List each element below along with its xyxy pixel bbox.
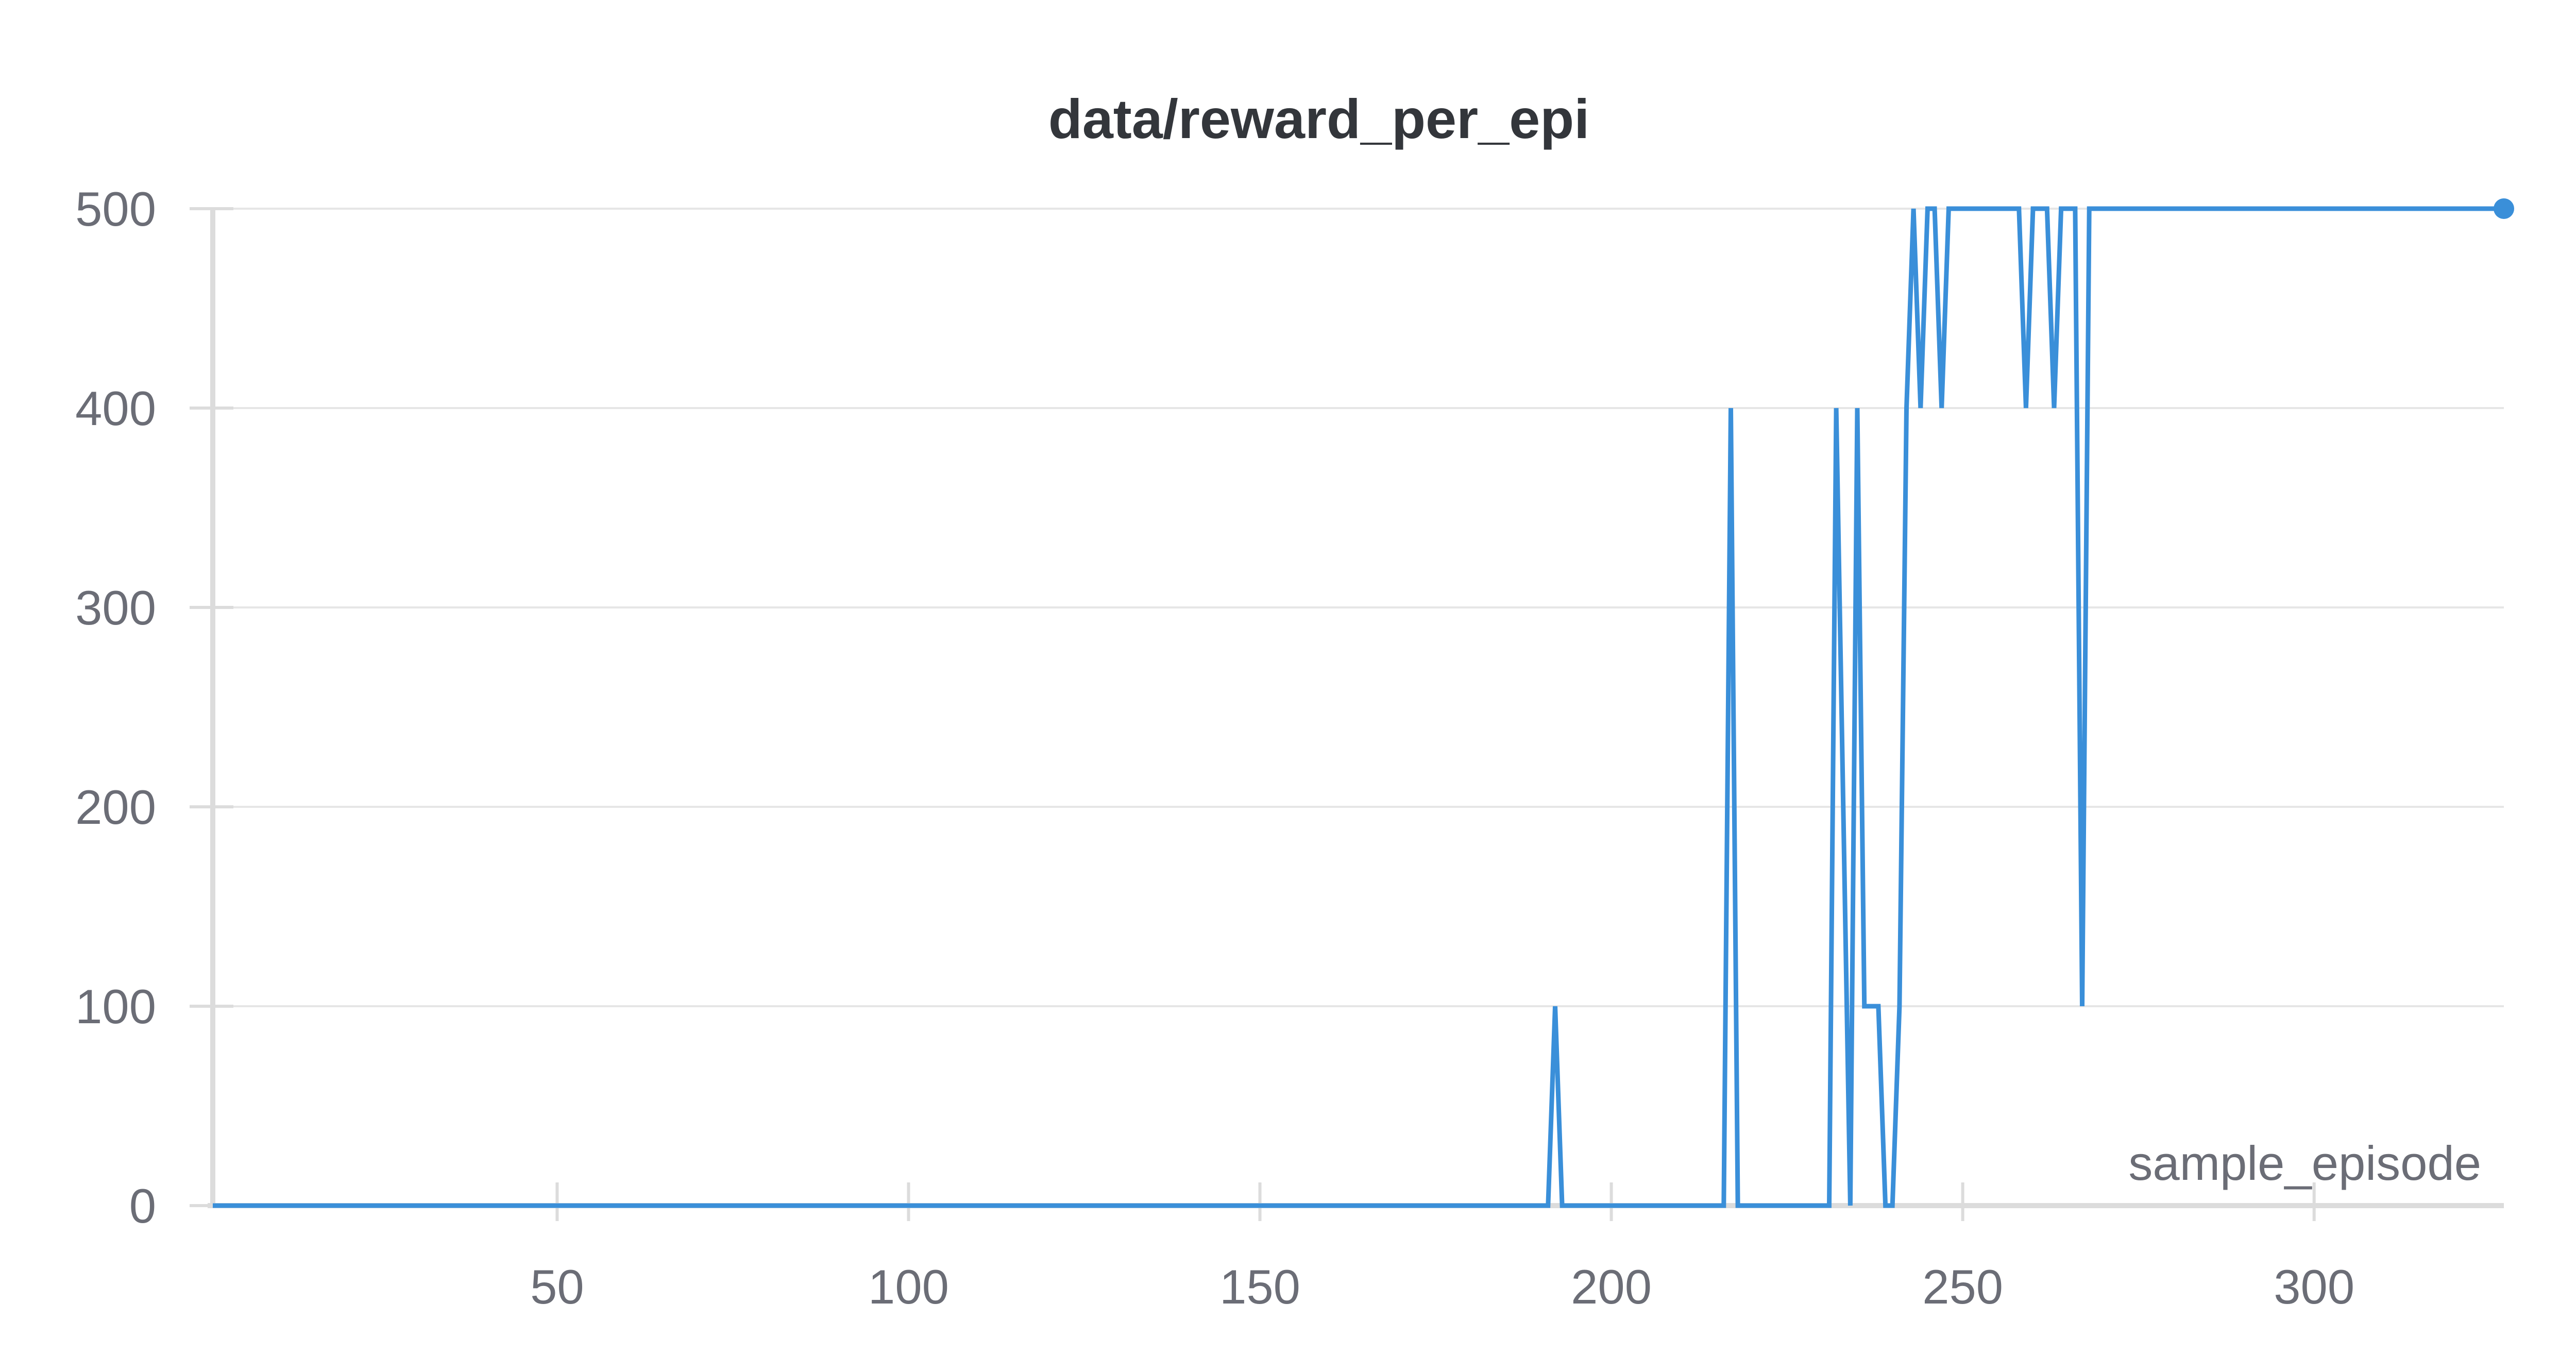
axes-layer [208, 209, 2504, 1208]
x-tick-label: 150 [1219, 1260, 1300, 1314]
x-axis-label: sample_episode [2128, 1136, 2481, 1190]
x-tick-label: 300 [2274, 1260, 2354, 1314]
x-tick-label: 250 [1922, 1260, 2003, 1314]
y-tick-label: 300 [75, 581, 156, 635]
y-tick-label: 500 [75, 182, 156, 236]
chart-title: data/reward_per_epi [1048, 88, 1589, 150]
grid-layer [213, 208, 2504, 1007]
y-tick-label: 0 [129, 1179, 156, 1233]
y-tick-label: 200 [75, 780, 156, 834]
x-tick-label: 50 [530, 1260, 584, 1314]
y-tick-label: 400 [75, 381, 156, 435]
series-line [213, 206, 2504, 1208]
series-layer [213, 198, 2514, 1208]
x-tick-label: 100 [868, 1260, 949, 1314]
x-tick-label: 200 [1571, 1260, 1652, 1314]
last-point-marker [2494, 198, 2514, 219]
ticks-layer: 0 100 200 300 400 500 50 100 150 200 250 300 [75, 182, 2354, 1314]
y-tick-label: 100 [75, 979, 156, 1034]
